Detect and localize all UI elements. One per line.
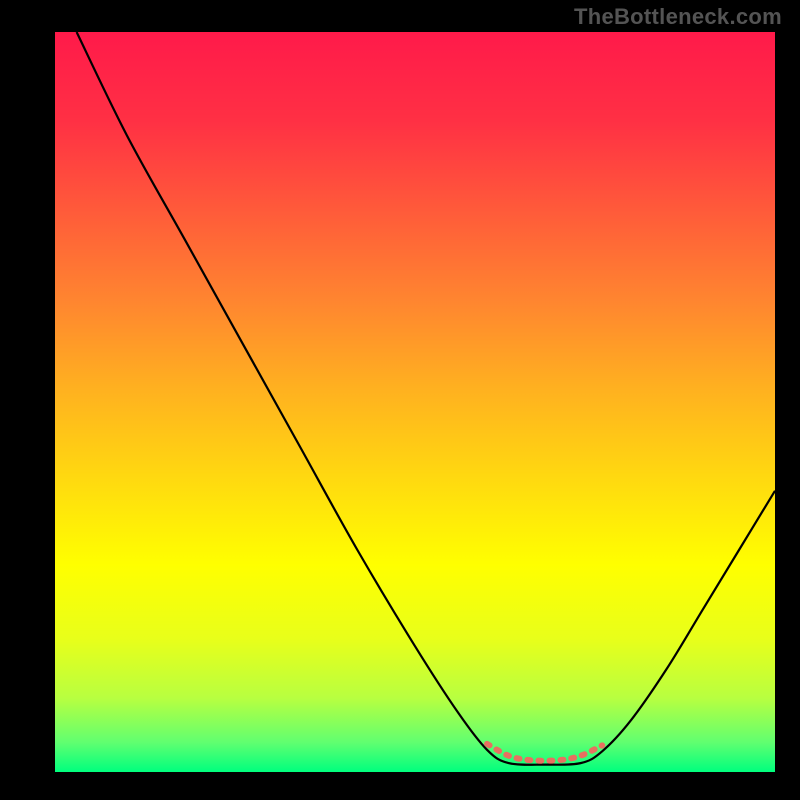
watermark-text: TheBottleneck.com [574,4,782,30]
bottleneck-chart [0,0,800,800]
chart-root: TheBottleneck.com [0,0,800,800]
gradient-background [55,32,775,772]
